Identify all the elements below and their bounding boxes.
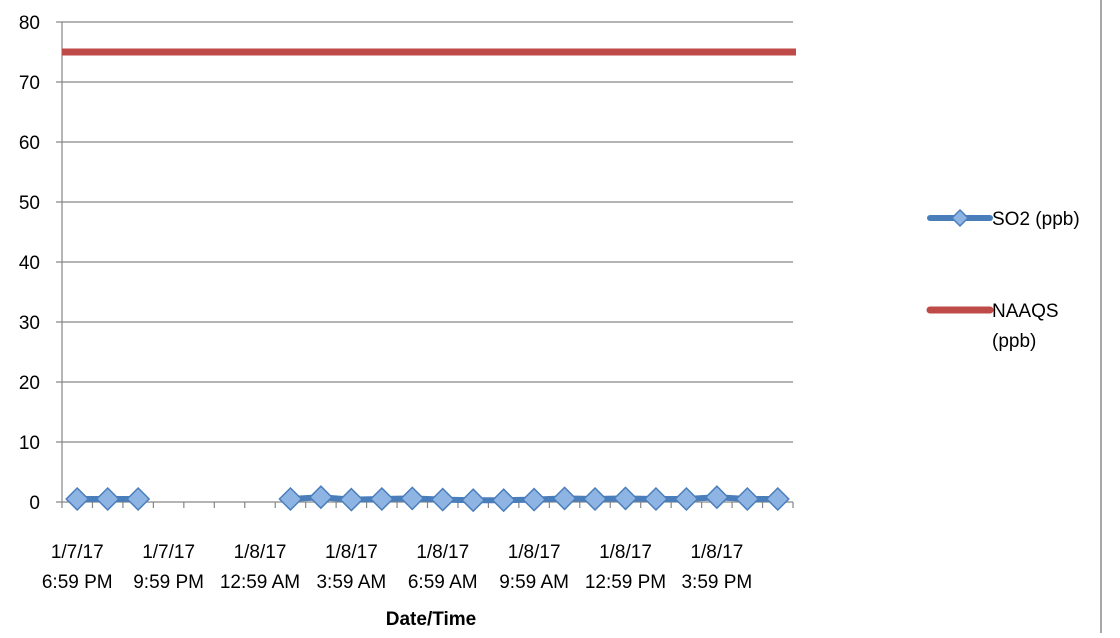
gridlines (62, 21, 793, 443)
axes: 0 10 20 30 40 50 60 70 80 1/7/17 6:59 PM 1/7/17 9:59… (19, 13, 794, 593)
legend: SO2 (ppb) NAAQS (ppb) (926, 208, 1080, 352)
y-tick-label: 30 (19, 313, 40, 334)
legend-marker (950, 208, 970, 228)
y-tick-label: 60 (19, 133, 40, 154)
data-point-marker (613, 486, 638, 511)
data-point-marker (308, 485, 333, 510)
x-tick-label: 1/8/17 6:59 AM (408, 542, 478, 593)
data-point-marker (704, 485, 729, 510)
x-tick-label: 1/8/17 12:59 AM (220, 542, 300, 593)
data-point-marker (765, 486, 790, 512)
data-point-marker (735, 486, 760, 512)
y-tick-label: 70 (19, 73, 40, 94)
data-point-marker (461, 488, 486, 513)
data-point-marker (339, 487, 364, 512)
data-point-marker (643, 486, 668, 512)
x-axis-title: Date/Time (386, 609, 476, 630)
y-tick-label: 80 (19, 13, 40, 34)
x-tick-label: 1/7/17 9:59 PM (133, 542, 204, 593)
y-tick-label: 20 (19, 373, 40, 394)
legend-label: SO2 (ppb) (992, 209, 1080, 230)
x-tick-label: 1/8/17 3:59 AM (316, 542, 386, 593)
data-point-marker (95, 486, 120, 512)
x-tick-label: 1/8/17 3:59 PM (681, 542, 752, 593)
data-point-marker (491, 488, 516, 513)
data-point-marker (400, 486, 425, 511)
x-tick-label: 1/8/17 12:59 PM (585, 542, 666, 593)
y-tick-label: 10 (19, 433, 40, 454)
legend-label: NAAQS (ppb) (992, 301, 1059, 352)
data-point-marker (552, 486, 577, 511)
y-tick-label: 0 (29, 493, 40, 514)
y-tick-label: 50 (19, 193, 40, 214)
y-tick-label: 40 (19, 253, 40, 274)
data-point-marker (430, 487, 455, 512)
data-point-marker (65, 486, 90, 512)
x-tick-label: 1/7/17 6:59 PM (42, 542, 113, 593)
data-point-marker (674, 486, 699, 512)
series (62, 48, 796, 513)
data-point-marker (522, 487, 547, 512)
data-point-marker (369, 486, 394, 512)
data-point-marker (582, 486, 608, 512)
data-point-marker (278, 486, 303, 512)
x-tick-label: 1/8/17 9:59 AM (499, 542, 569, 593)
data-point-marker (126, 486, 151, 512)
